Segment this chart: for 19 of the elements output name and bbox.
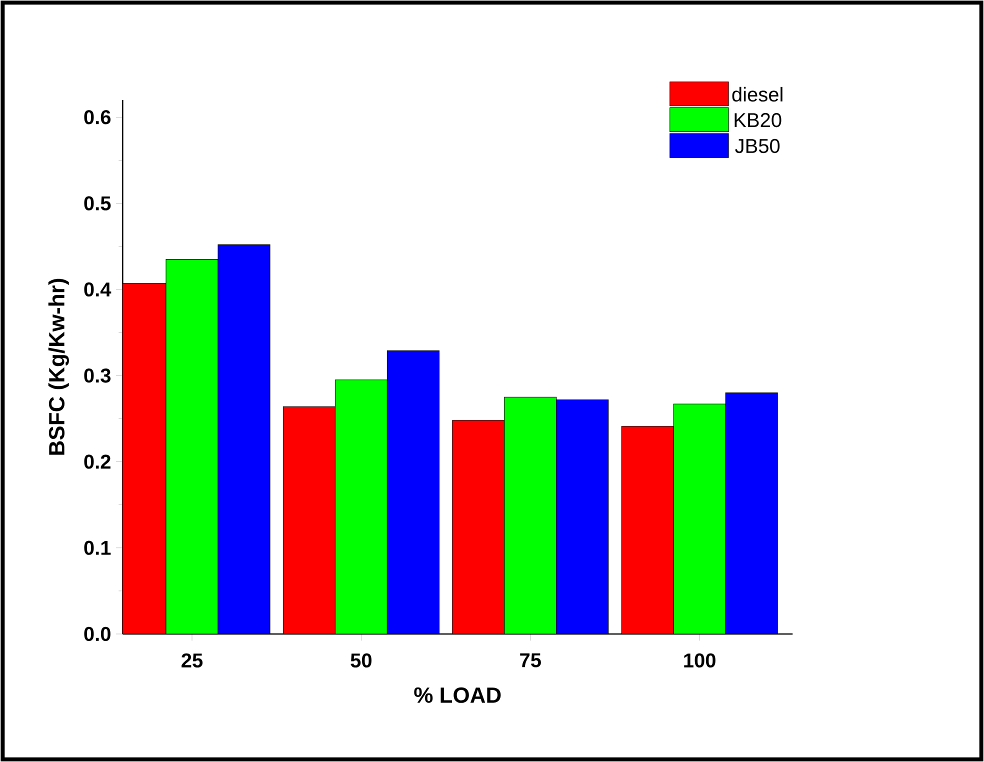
legend-label: JB50 bbox=[735, 138, 780, 154]
bar bbox=[673, 404, 726, 634]
y-tick-label: 0.3 bbox=[84, 368, 111, 383]
x-tick-label: 75 bbox=[520, 653, 541, 668]
y-tick-label: 0.5 bbox=[84, 196, 111, 210]
y-tick-label: 0.1 bbox=[84, 540, 111, 555]
x-tick-label: 25 bbox=[182, 653, 203, 668]
legend-label: diesel bbox=[732, 86, 782, 102]
y-tick-label: 0.2 bbox=[84, 454, 110, 469]
y-axis-title: BSFC (Kg/Kw-hr) bbox=[48, 278, 69, 455]
x-tick-label: 50 bbox=[350, 653, 372, 668]
x-tick-label: 100 bbox=[684, 653, 716, 668]
legend-label: KB20 bbox=[734, 113, 782, 128]
x-axis-title: % LOAD bbox=[414, 687, 501, 703]
bar bbox=[334, 380, 388, 634]
bar bbox=[504, 396, 557, 634]
y-tick-label: 0.4 bbox=[84, 282, 112, 297]
y-tick-label: 0.0 bbox=[84, 626, 110, 642]
y-tick-label: 0.6 bbox=[84, 110, 111, 124]
